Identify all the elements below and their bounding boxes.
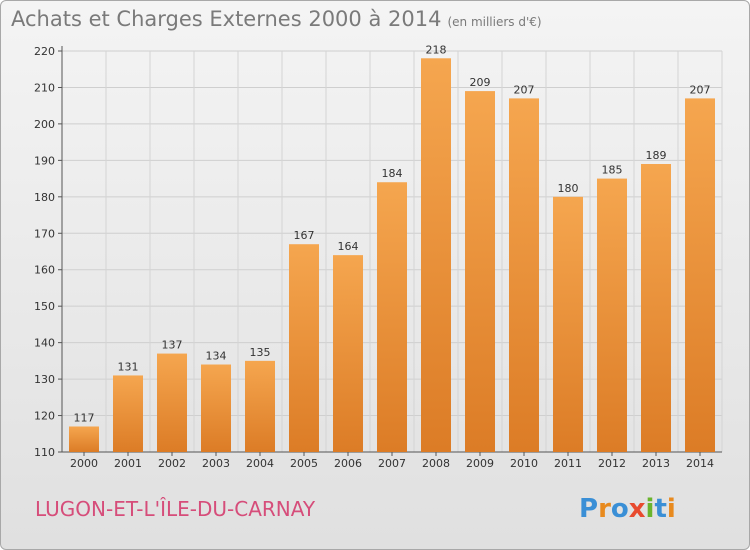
data-label: 134 — [206, 350, 227, 363]
bar — [421, 58, 451, 453]
y-tick-label: 150 — [34, 300, 55, 313]
bar — [289, 244, 319, 452]
x-tick-label: 2002 — [158, 457, 186, 470]
bar — [69, 426, 99, 452]
x-tick-label: 2012 — [598, 457, 626, 470]
data-label: 135 — [250, 346, 271, 359]
bar — [553, 196, 583, 452]
y-tick-label: 130 — [34, 373, 55, 386]
y-tick-label: 110 — [34, 446, 55, 459]
data-label: 189 — [646, 149, 667, 162]
x-tick-label: 2004 — [246, 457, 274, 470]
data-label: 184 — [382, 167, 403, 180]
bar — [377, 182, 407, 452]
x-tick-label: 2000 — [70, 457, 98, 470]
x-tick-label: 2007 — [378, 457, 406, 470]
y-tick-label: 210 — [34, 81, 55, 94]
y-tick-label: 200 — [34, 118, 55, 131]
x-tick-label: 2008 — [422, 457, 450, 470]
x-tick-label: 2005 — [290, 457, 318, 470]
data-label: 117 — [74, 411, 95, 424]
data-label: 207 — [514, 83, 535, 96]
bar — [465, 91, 495, 452]
bar — [597, 178, 627, 452]
x-tick-label: 2014 — [686, 457, 714, 470]
chart-title-unit: (en milliers d'€) — [447, 15, 542, 29]
proxiti-logo-mark: Proxiti — [579, 494, 676, 524]
y-tick-label: 190 — [34, 154, 55, 167]
bar — [509, 98, 539, 453]
data-label: 167 — [294, 229, 315, 242]
proxiti-logo: Proxiti — [579, 487, 699, 535]
x-tick-label: 2001 — [114, 457, 142, 470]
x-tick-label: 2003 — [202, 457, 230, 470]
bar — [201, 364, 231, 452]
x-tick-label: 2013 — [642, 457, 670, 470]
y-tick-label: 170 — [34, 227, 55, 240]
y-tick-label: 180 — [34, 191, 55, 204]
x-tick-label: 2009 — [466, 457, 494, 470]
bar — [245, 360, 275, 452]
data-label: 218 — [426, 43, 447, 56]
y-tick-label: 220 — [34, 45, 55, 58]
bar — [641, 164, 671, 452]
bars — [69, 58, 715, 453]
bar — [333, 255, 363, 452]
tick-labels: 110 120 130 140 150 160 170 180 190 200 210 220 2000… — [34, 45, 714, 470]
x-tick-label: 2010 — [510, 457, 538, 470]
data-label: 209 — [470, 76, 491, 89]
data-label: 131 — [118, 360, 139, 373]
data-label: 137 — [162, 339, 183, 352]
x-tick-label: 2011 — [554, 457, 582, 470]
data-label: 180 — [558, 182, 579, 195]
chart-title: Achats et Charges Externes 2000 à 2014 (e… — [11, 7, 542, 31]
x-tick-label: 2006 — [334, 457, 362, 470]
data-label: 164 — [338, 240, 359, 253]
data-labels: 117 131 137 134 135 167 164 184 218 209 207 180 185 1… — [74, 43, 711, 424]
bar — [157, 353, 187, 452]
data-label: 207 — [690, 83, 711, 96]
y-tick-label: 160 — [34, 264, 55, 277]
y-tick-label: 120 — [34, 410, 55, 423]
svg-text:Proxiti: Proxiti — [579, 494, 676, 524]
data-label: 185 — [602, 164, 623, 177]
city-name: LUGON-ET-L'ÎLE-DU-CARNAY — [35, 497, 316, 521]
y-tick-label: 140 — [34, 337, 55, 350]
bar — [113, 375, 143, 452]
bar — [685, 98, 715, 453]
chart-title-main: Achats et Charges Externes 2000 à 2014 — [11, 7, 442, 31]
